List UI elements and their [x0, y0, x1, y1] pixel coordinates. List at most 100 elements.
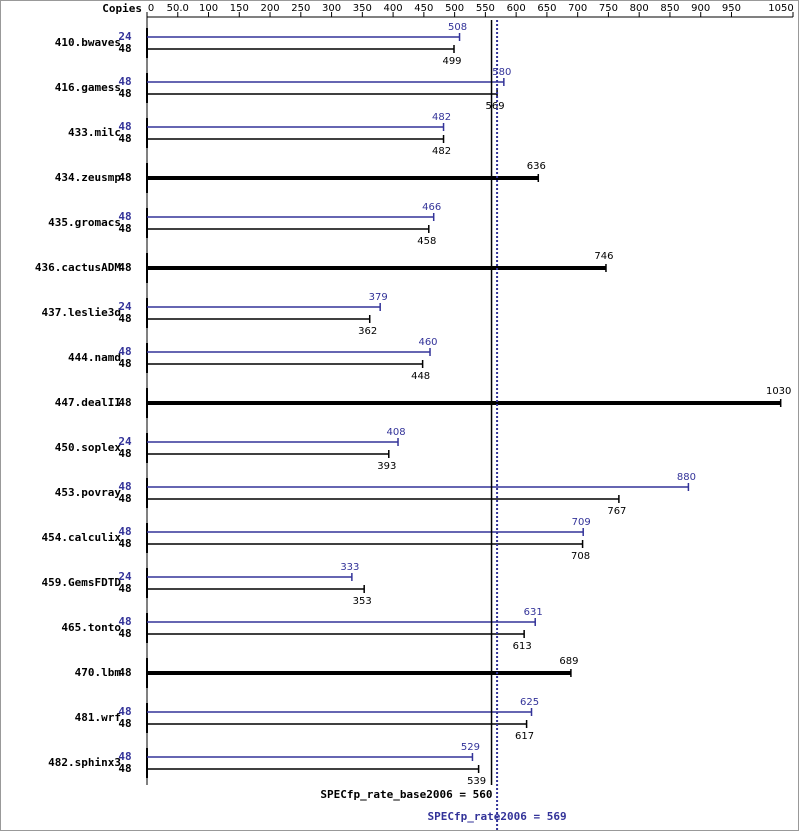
x-tick-label: 300: [322, 3, 341, 14]
benchmark-name: 416.gamess: [55, 81, 121, 94]
value-label: 362: [358, 326, 377, 337]
benchmark-name: 410.bwaves: [55, 36, 121, 49]
benchmark-name: 435.gromacs: [48, 216, 121, 229]
reference-label: SPECfp_rate2006 = 569: [428, 810, 567, 823]
copies: 48: [118, 120, 131, 133]
benchmark-name: 459.GemsFDTD: [42, 576, 122, 589]
copies: 48: [118, 537, 131, 550]
benchmark-name: 453.povray: [55, 486, 122, 499]
x-tick-label: 900: [691, 3, 710, 14]
x-tick-label: 500: [445, 3, 464, 14]
copies: 48: [118, 312, 131, 325]
value-label: 333: [340, 562, 359, 573]
copies: 24: [118, 30, 132, 43]
value-label: 1030: [766, 386, 791, 397]
copies: 24: [118, 570, 132, 583]
value-label: 708: [571, 551, 590, 562]
value-label: 482: [432, 112, 451, 123]
benchmark-name: 482.sphinx3: [48, 756, 121, 769]
copies: 48: [118, 132, 131, 145]
value-label: 482: [432, 146, 451, 157]
copies: 48: [118, 357, 131, 370]
copies: 48: [118, 396, 131, 409]
copies: 48: [118, 222, 131, 235]
value-label: 880: [677, 472, 696, 483]
x-tick-label: 400: [384, 3, 403, 14]
value-label: 499: [442, 56, 461, 67]
value-label: 689: [559, 656, 578, 667]
copies: 48: [118, 171, 131, 184]
value-label: 458: [417, 236, 436, 247]
x-tick-label: 700: [568, 3, 587, 14]
copies-header: Copies: [102, 2, 142, 15]
value-label: 529: [461, 742, 480, 753]
copies: 24: [118, 300, 132, 313]
copies: 48: [118, 447, 131, 460]
value-label: 379: [369, 292, 388, 303]
x-tick-label: 850: [660, 3, 679, 14]
x-tick-label: 650: [537, 3, 556, 14]
benchmark-name: 465.tonto: [61, 621, 121, 634]
copies: 48: [118, 210, 131, 223]
value-label: 448: [411, 371, 430, 382]
x-tick-label: 550: [476, 3, 495, 14]
value-label: 466: [422, 202, 441, 213]
copies: 48: [118, 582, 131, 595]
benchmark-name: 470.lbm: [75, 666, 122, 679]
benchmark-name: 444.namd: [68, 351, 121, 364]
value-label: 569: [486, 101, 505, 112]
copies: 48: [118, 627, 131, 640]
x-tick-label: 800: [630, 3, 649, 14]
value-label: 508: [448, 22, 467, 33]
value-label: 353: [353, 596, 372, 607]
copies: 48: [118, 762, 131, 775]
benchmark-name: 447.dealII: [55, 396, 121, 409]
x-tick-label: 950: [722, 3, 741, 14]
x-tick-label: 50.0: [167, 3, 189, 14]
benchmark-name: 437.leslie3d: [42, 306, 121, 319]
copies: 48: [118, 345, 131, 358]
benchmark-name: 434.zeusmp: [55, 171, 122, 184]
benchmark-name: 436.cactusADM: [35, 261, 121, 274]
copies: 48: [118, 615, 131, 628]
x-tick-label: 1050: [768, 3, 793, 14]
value-label: 580: [492, 67, 511, 78]
value-label: 408: [386, 427, 405, 438]
x-tick-label: 100: [199, 3, 218, 14]
copies: 48: [118, 492, 131, 505]
copies: 48: [118, 750, 131, 763]
x-tick-label: 600: [507, 3, 526, 14]
copies: 48: [118, 705, 131, 718]
value-label: 767: [607, 506, 626, 517]
value-label: 393: [377, 461, 396, 472]
copies: 48: [118, 87, 131, 100]
value-label: 636: [527, 161, 546, 172]
copies: 48: [118, 717, 131, 730]
reference-label: SPECfp_rate_base2006 = 560: [320, 788, 492, 801]
copies: 48: [118, 75, 131, 88]
x-tick-label: 0: [148, 3, 154, 14]
value-label: 625: [520, 697, 539, 708]
benchmark-name: 433.milc: [68, 126, 121, 139]
x-tick-label: 350: [353, 3, 372, 14]
value-label: 709: [572, 517, 591, 528]
copies: 48: [118, 480, 131, 493]
value-label: 460: [418, 337, 437, 348]
value-label: 746: [594, 251, 613, 262]
benchmark-name: 454.calculix: [42, 531, 122, 544]
x-tick-label: 450: [414, 3, 433, 14]
benchmark-name: 481.wrf: [75, 711, 121, 724]
value-label: 617: [515, 731, 534, 742]
copies: 48: [118, 666, 131, 679]
copies: 48: [118, 525, 131, 538]
value-label: 613: [513, 641, 532, 652]
x-tick-label: 750: [599, 3, 618, 14]
copies: 48: [118, 42, 131, 55]
value-label: 631: [524, 607, 543, 618]
copies: 24: [118, 435, 132, 448]
benchmark-name: 450.soplex: [55, 441, 122, 454]
x-tick-label: 200: [261, 3, 280, 14]
x-tick-label: 150: [230, 3, 249, 14]
